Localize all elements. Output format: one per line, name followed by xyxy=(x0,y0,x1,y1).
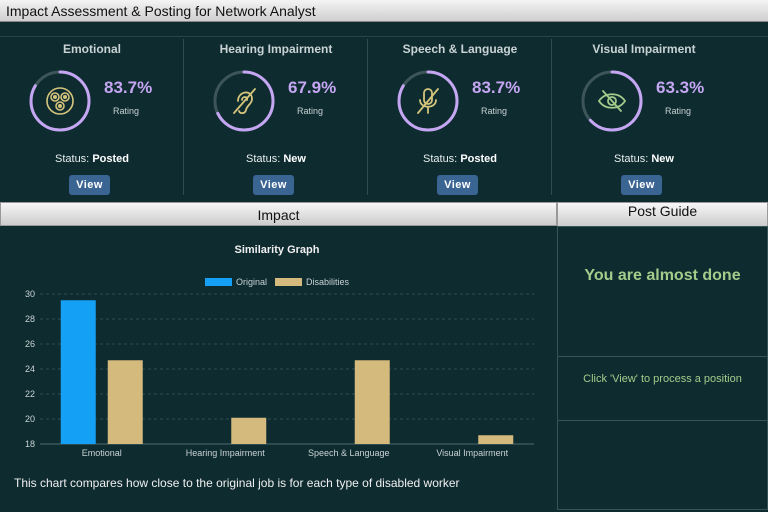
bar-disabilities xyxy=(354,360,390,444)
window-title: Impact Assessment & Posting for Network … xyxy=(6,3,316,19)
mic-slash-icon xyxy=(417,88,439,114)
post-guide-panel: You are almost done Click 'View' to proc… xyxy=(557,226,768,510)
impact-title: Impact xyxy=(257,207,300,223)
y-tick-label: 28 xyxy=(25,314,35,324)
y-tick-label: 24 xyxy=(25,364,35,374)
status-label: Status: xyxy=(614,153,649,165)
status-line: Status: New xyxy=(552,153,736,165)
chart-caption: This chart compares how close to the ori… xyxy=(14,476,460,490)
ear-slash-icon xyxy=(233,88,256,115)
card-title: Visual Impairment xyxy=(592,42,696,56)
rating-ring xyxy=(581,70,643,132)
guide-instruction: Click 'View' to process a position xyxy=(583,373,742,385)
chart-title: Similarity Graph xyxy=(235,244,320,256)
bar-disabilities xyxy=(478,435,514,444)
card-divider xyxy=(367,39,368,195)
card-emotional: Emotional 83.7% Rating Status: Posted Vi… xyxy=(0,37,184,197)
status-value: Posted xyxy=(92,153,129,165)
card-divider xyxy=(551,39,552,195)
view-button[interactable]: View xyxy=(69,175,110,195)
legend-swatch xyxy=(205,278,232,286)
status-value: Posted xyxy=(460,153,497,165)
card-title: Hearing Impairment xyxy=(219,42,333,56)
y-tick-label: 18 xyxy=(25,439,35,449)
guide-section-message xyxy=(558,227,767,357)
x-tick-label: Hearing Impairment xyxy=(186,448,266,458)
rating-label: Rating xyxy=(665,106,692,116)
status-line: Status: New xyxy=(184,153,368,165)
y-tick-label: 20 xyxy=(25,414,35,424)
status-value: New xyxy=(651,153,674,165)
view-button[interactable]: View xyxy=(621,175,662,195)
rating-ring xyxy=(29,70,91,132)
status-line: Status: Posted xyxy=(368,153,552,165)
impact-header: Impact xyxy=(0,202,557,226)
rating-ring xyxy=(397,70,459,132)
chart-bars xyxy=(60,300,514,444)
chart-x-labels: Emotional Hearing Impairment Speech & Lang… xyxy=(82,448,509,458)
rating-percent: 67.9% xyxy=(288,78,337,97)
post-guide-title: Post Guide xyxy=(627,203,698,219)
rating-percent: 83.7% xyxy=(472,78,521,97)
guide-message: You are almost done xyxy=(584,267,741,284)
view-button[interactable]: View xyxy=(437,175,478,195)
chart-legend: Original Disabilities xyxy=(205,277,350,287)
rating-label: Rating xyxy=(481,106,508,116)
chart-grid: 18 20 22 24 26 28 30 xyxy=(25,289,534,449)
status-label: Status: xyxy=(55,153,90,165)
rating-label: Rating xyxy=(297,106,324,116)
bar-original xyxy=(60,300,96,444)
rating-label: Rating xyxy=(113,106,140,116)
impact-cards: Emotional 83.7% Rating Status: Posted Vi… xyxy=(0,36,768,196)
x-tick-label: Visual Impairment xyxy=(436,448,508,458)
bar-disabilities xyxy=(107,360,143,444)
x-tick-label: Speech & Language xyxy=(308,448,390,458)
card-visual-impairment: Visual Impairment 63.3% Rating Status: N… xyxy=(552,37,736,197)
similarity-chart: Similarity Graph Original Disabilities 18… xyxy=(25,244,534,458)
card-title: Speech & Language xyxy=(402,42,518,56)
y-tick-label: 26 xyxy=(25,339,35,349)
card-hearing-impairment: Hearing Impairment 67.9% Rating Status: … xyxy=(184,37,368,197)
x-tick-label: Emotional xyxy=(82,448,122,458)
status-label: Status: xyxy=(246,153,281,165)
y-tick-label: 30 xyxy=(25,289,35,299)
rating-percent: 83.7% xyxy=(104,78,153,97)
status-value: New xyxy=(283,153,306,165)
legend-label: Disabilities xyxy=(306,277,350,287)
rating-percent: 63.3% xyxy=(656,78,705,97)
guide-section-instruction xyxy=(558,357,767,421)
impact-panel: Similarity Graph Original Disabilities 18… xyxy=(0,226,557,512)
post-guide-header: Post Guide xyxy=(557,202,768,226)
status-line: Status: Posted xyxy=(0,153,184,165)
card-speech-language: Speech & Language 83.7% Rating Status: P… xyxy=(368,37,552,197)
y-tick-label: 22 xyxy=(25,389,35,399)
bar-disabilities xyxy=(231,417,267,444)
window-titlebar: Impact Assessment & Posting for Network … xyxy=(0,0,768,22)
eye-slash-icon xyxy=(597,90,627,112)
card-divider xyxy=(183,39,184,195)
status-label: Status: xyxy=(423,153,458,165)
legend-label: Original xyxy=(236,277,267,287)
card-title: Emotional xyxy=(62,42,121,56)
rating-ring xyxy=(213,70,275,132)
legend-swatch xyxy=(275,278,302,286)
view-button[interactable]: View xyxy=(253,175,294,195)
emotion-icon xyxy=(46,87,74,115)
